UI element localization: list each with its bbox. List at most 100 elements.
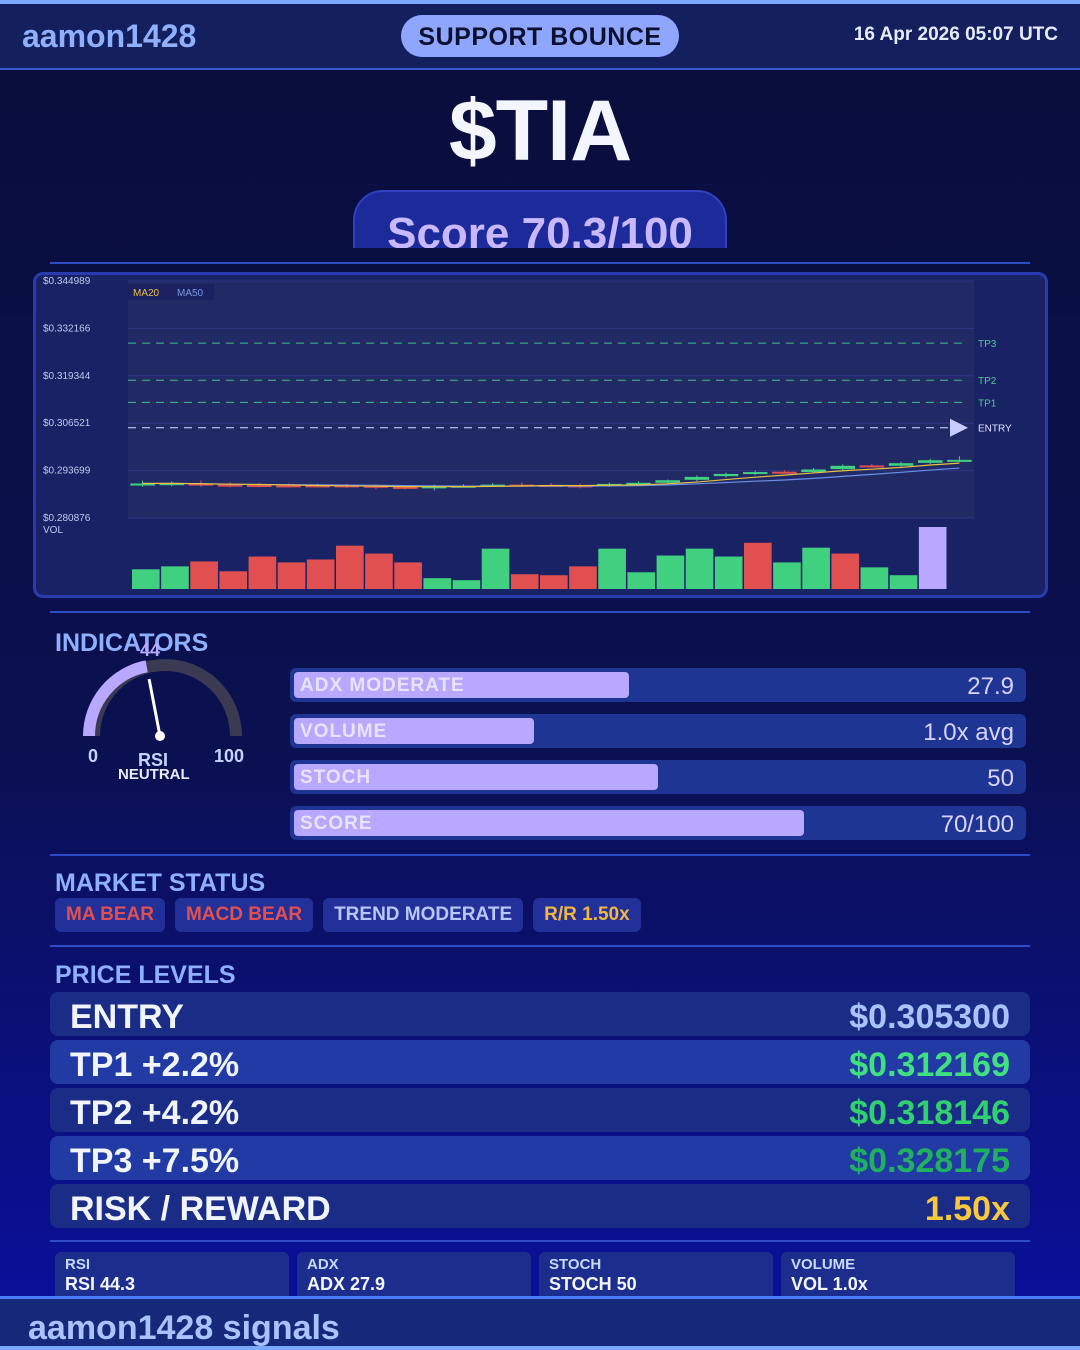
candle-body	[801, 469, 826, 473]
volume-bar	[190, 561, 218, 589]
bar-value: 50	[987, 765, 1014, 792]
signal-type-badge: SUPPORT BOUNCE	[401, 15, 679, 57]
rsi-gauge: 44 0 100 RSI NEUTRAL	[80, 640, 250, 790]
level-label: ENTRY	[70, 998, 184, 1036]
market-status-title: MARKET STATUS	[55, 869, 266, 897]
plot-area	[128, 281, 974, 518]
indicator-bar-score: SCORE 70/100	[290, 806, 1026, 840]
score-badge: Score 70.3/100	[353, 190, 727, 248]
mini-stat-value: RSI 44.3	[65, 1274, 136, 1294]
mini-stat-volume: VOLUME VOL 1.0x	[781, 1252, 1015, 1296]
bar-fill	[294, 672, 629, 698]
candle-body	[713, 473, 739, 477]
volume-bar	[336, 545, 364, 589]
price-levels-title: PRICE LEVELS	[55, 961, 236, 989]
level-row-tp2: TP2 +4.2% $0.318146	[50, 1088, 1030, 1132]
volume-bar	[685, 548, 714, 589]
level-tag-tp1: TP1	[978, 398, 997, 409]
divider	[50, 945, 1030, 947]
bar-label: VOLUME	[300, 721, 388, 742]
divider	[50, 611, 1030, 613]
mini-stat-title: ADX	[307, 1256, 339, 1273]
level-value: $0.318146	[849, 1094, 1010, 1132]
candle-body	[392, 486, 418, 489]
mini-stat-title: STOCH	[549, 1256, 602, 1273]
footer: aamon1428 signals	[0, 1296, 1080, 1350]
candle-body	[626, 482, 651, 485]
y-tick-label: $0.319344	[43, 371, 91, 382]
level-tag-entry: ENTRY	[978, 424, 1012, 435]
volume-bar	[481, 548, 510, 589]
candle-body	[742, 472, 768, 475]
level-value: $0.312169	[849, 1046, 1010, 1084]
level-label: TP1 +2.2%	[70, 1046, 240, 1084]
volume-bar	[540, 575, 568, 589]
footer-text: aamon1428 signals	[28, 1309, 340, 1347]
legend-ma50: MA50	[177, 288, 204, 299]
status-chip-rr: R/R 1.50x	[533, 898, 641, 932]
status-chip-trend: TREND MODERATE	[323, 898, 524, 932]
volume-bar	[773, 562, 801, 589]
candle-body	[655, 480, 680, 483]
volume-bar	[423, 578, 452, 589]
gauge-name: RSI	[138, 750, 169, 770]
volume-label: VOL	[43, 525, 63, 536]
candle-body	[305, 485, 330, 488]
divider	[50, 1240, 1030, 1242]
indicator-bar-volume: VOLUME 1.0x avg	[290, 714, 1026, 748]
bar-label: SCORE	[300, 813, 373, 834]
price-chart: $0.344989 $0.332166 $0.319344 $0.306521 $0.2…	[33, 272, 1048, 598]
volume-bar	[394, 562, 422, 589]
volume-bar	[161, 566, 189, 589]
volume-bar	[918, 527, 947, 589]
gauge-max-label: 100	[214, 746, 245, 766]
candle-body	[247, 485, 272, 488]
bar-value: 1.0x avg	[923, 719, 1014, 746]
volume-bar	[306, 559, 335, 589]
indicators-title: INDICATORS	[55, 629, 209, 657]
divider	[50, 262, 1030, 264]
volume-bar	[802, 547, 830, 589]
status-chips: MA BEAR MACD BEAR TREND MODERATE R/R 1.5…	[55, 898, 641, 932]
level-label: RISK / REWARD	[70, 1190, 331, 1228]
legend-ma20: MA20	[133, 288, 160, 299]
entry-arrow	[950, 418, 968, 437]
gauge-fill	[83, 660, 149, 737]
rsi-gauge-dial	[83, 659, 242, 741]
level-row-tp1: TP1 +2.2% $0.312169	[50, 1040, 1030, 1084]
candle-body	[276, 485, 301, 488]
y-tick-label: $0.332166	[43, 323, 91, 334]
candle-body	[888, 463, 914, 466]
volume-bar	[452, 580, 481, 589]
bar-fill	[294, 764, 658, 790]
candle-body	[684, 476, 710, 480]
rsi-value-label: 44	[140, 640, 161, 660]
volume-bar	[860, 567, 889, 589]
level-value: $0.328175	[849, 1142, 1010, 1180]
indicator-bar-stoch: STOCH 50	[290, 760, 1026, 794]
level-row-entry: ENTRY $0.305300	[50, 992, 1030, 1036]
status-chip-ma: MA BEAR	[55, 898, 165, 932]
bar-fill	[294, 810, 804, 836]
volume-bar	[510, 574, 539, 589]
volume-bar	[627, 572, 656, 589]
y-tick-label: $0.306521	[43, 418, 91, 429]
level-tag-tp3: TP3	[978, 339, 997, 350]
level-label: TP2 +4.2%	[70, 1094, 240, 1132]
volume-bar	[248, 556, 277, 589]
level-row-risk-reward: RISK / REWARD 1.50x	[50, 1184, 1030, 1228]
candle-body	[159, 483, 185, 486]
bar-label: ADX MODERATE	[300, 675, 465, 696]
volume-bar	[219, 571, 248, 589]
level-value: 1.50x	[924, 1190, 1010, 1228]
status-chip-macd: MACD BEAR	[174, 898, 314, 932]
volume-bar	[569, 566, 597, 589]
candle-body	[859, 465, 885, 468]
candle-body	[947, 459, 972, 462]
volume-bar	[656, 555, 685, 589]
gauge-min-label: 0	[88, 746, 99, 766]
level-value: $0.305300	[849, 998, 1010, 1036]
gauge-needle	[147, 678, 162, 737]
level-tag-tp2: TP2	[978, 376, 997, 387]
volume-bar	[831, 553, 860, 589]
